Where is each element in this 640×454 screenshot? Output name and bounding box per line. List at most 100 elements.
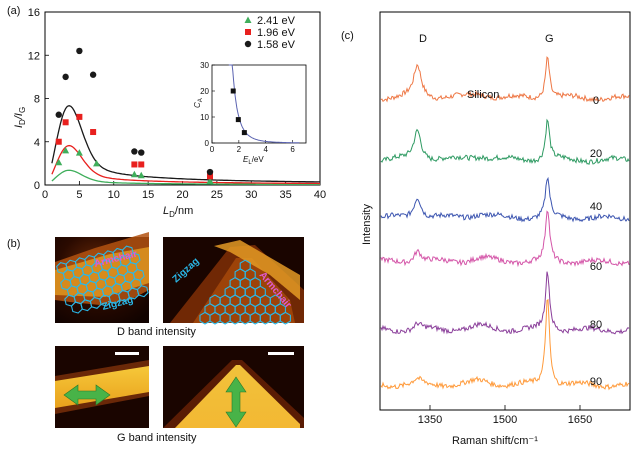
chart-a-ylabel: ID/IG bbox=[13, 107, 27, 128]
inset-ytick-label: 20 bbox=[200, 87, 209, 96]
legend-label: 1.58 eV bbox=[257, 39, 296, 51]
a-ytick-label: 4 bbox=[34, 137, 40, 149]
legend-marker bbox=[245, 29, 251, 35]
inset-ytick-label: 10 bbox=[200, 113, 209, 122]
xlabel-tail: /nm bbox=[175, 205, 193, 217]
panel-c-label: (c) bbox=[341, 30, 354, 42]
g-band-caption: G band intensity bbox=[117, 432, 197, 444]
xlabel-sub: D bbox=[169, 210, 175, 219]
raman-spectrum-60 bbox=[380, 210, 630, 268]
a-ytick-label: 12 bbox=[28, 50, 40, 62]
raman-series-label: 0 bbox=[593, 95, 599, 107]
ylabel-i2: /I bbox=[13, 113, 25, 120]
ylabel-sub2: G bbox=[18, 107, 27, 113]
a-point-square bbox=[76, 113, 83, 120]
hex-cell bbox=[279, 311, 291, 325]
inset-fit-curve bbox=[228, 64, 300, 144]
legend-label: 1.96 eV bbox=[257, 27, 296, 39]
inset-xtick-label: 6 bbox=[290, 145, 295, 154]
inset-xtick-label: 4 bbox=[263, 145, 268, 154]
inset-xtick-label: 0 bbox=[210, 145, 215, 154]
inset-ytick-label: 30 bbox=[200, 61, 209, 70]
d-image-zigzag-armchair: Zigzag Armchair bbox=[163, 237, 304, 325]
d-peak-label: D bbox=[419, 33, 427, 45]
a-xtick-label: 10 bbox=[108, 189, 120, 201]
a-ytick-label: 0 bbox=[34, 180, 40, 192]
raman-spectrum-90 bbox=[380, 298, 630, 391]
a-point-square bbox=[62, 119, 69, 126]
a-point-triangle bbox=[55, 158, 63, 166]
a-xtick-label: 20 bbox=[176, 189, 188, 201]
a-point-square bbox=[207, 173, 213, 180]
raman-spectrum-20 bbox=[380, 118, 630, 165]
c-xtick-label: 1500 bbox=[493, 414, 517, 426]
chart-a-legend: 2.41 eV1.96 eV1.58 eV bbox=[244, 15, 296, 51]
a-ytick-label: 8 bbox=[34, 94, 40, 106]
a-point-triangle bbox=[75, 149, 83, 156]
inset-point bbox=[230, 88, 236, 94]
a-point-triangle bbox=[62, 146, 70, 154]
scale-bar-1 bbox=[115, 352, 139, 355]
raman-spectrum-80 bbox=[380, 271, 630, 335]
legend-marker bbox=[244, 16, 252, 23]
hex-cell bbox=[136, 285, 149, 298]
chart-c: 1350 1500 1650 0 20 40 60 80 90 D G Silicon Int… bbox=[361, 11, 631, 447]
chart-c-ylabel: Intensity bbox=[361, 204, 373, 245]
a-point-circle bbox=[131, 148, 138, 155]
a-point-circle bbox=[89, 71, 97, 78]
xlabel-main: L bbox=[163, 205, 169, 217]
raman-series-label: 60 bbox=[590, 261, 602, 273]
g-image-2 bbox=[163, 346, 304, 428]
a-xtick-label: 30 bbox=[245, 189, 257, 201]
ylabel-sub1: D bbox=[18, 119, 27, 125]
legend-label: 2.41 eV bbox=[257, 15, 296, 27]
d-band-caption: D band intensity bbox=[117, 326, 196, 338]
raman-spectrum-0 bbox=[380, 56, 630, 103]
a-xtick-label: 5 bbox=[76, 189, 82, 201]
raman-series-label: 90 bbox=[590, 376, 602, 388]
panel-a-label: (a) bbox=[7, 5, 20, 17]
a-curve-1.96eV bbox=[51, 144, 320, 185]
a-point-circle bbox=[138, 149, 145, 156]
a-point-square bbox=[55, 138, 62, 145]
a-point-circle bbox=[206, 168, 214, 176]
chart-c-xlabel: Raman shift/cm⁻¹ bbox=[452, 435, 538, 447]
g-image-1 bbox=[55, 346, 149, 428]
d-image-armchair-zigzag: Armchair Zigzag bbox=[55, 232, 149, 323]
a-xtick-label: 35 bbox=[280, 189, 292, 201]
double-arrow-horizontal bbox=[63, 384, 111, 406]
a-xtick-label: 15 bbox=[142, 189, 154, 201]
scale-bar-2 bbox=[268, 352, 294, 355]
c-xtick-label: 1350 bbox=[418, 414, 442, 426]
inset-ylabel: CA bbox=[193, 98, 204, 108]
hex-lattice-1 bbox=[56, 245, 149, 314]
inset-xtick-label: 2 bbox=[237, 145, 242, 154]
a-point-triangle bbox=[137, 171, 145, 179]
a-point-circle bbox=[55, 111, 62, 118]
a-point-triangle bbox=[130, 170, 138, 178]
legend-marker bbox=[244, 40, 252, 48]
inset-point bbox=[235, 117, 241, 123]
raman-series-label: 80 bbox=[590, 319, 602, 331]
raman-spectrum-40 bbox=[380, 176, 630, 223]
a-point-square bbox=[131, 161, 138, 168]
raman-series-label: 40 bbox=[590, 201, 602, 213]
a-point-square bbox=[90, 129, 97, 136]
g-peak-label: G bbox=[545, 33, 554, 45]
chart-a-xlabel: LD/nm bbox=[163, 205, 193, 219]
ylabel-i1: I bbox=[13, 125, 25, 128]
inset-frame bbox=[211, 64, 307, 144]
inset-point bbox=[241, 130, 247, 136]
a-xtick-label: 25 bbox=[211, 189, 223, 201]
inset-ytick-label: 0 bbox=[205, 139, 210, 148]
inset-xlabel: EL/eV bbox=[243, 155, 264, 166]
a-curve-2.41eV bbox=[51, 169, 320, 186]
double-arrow-vertical bbox=[225, 376, 247, 428]
c-xtick-label: 1650 bbox=[568, 414, 592, 426]
hex-lattice-2 bbox=[199, 259, 291, 325]
silicon-label: Silicon bbox=[467, 89, 499, 101]
a-point-triangle bbox=[93, 159, 101, 167]
chart-a-inset: 0 2 4 6 0 10 20 30 CA EL/eV bbox=[193, 61, 307, 166]
